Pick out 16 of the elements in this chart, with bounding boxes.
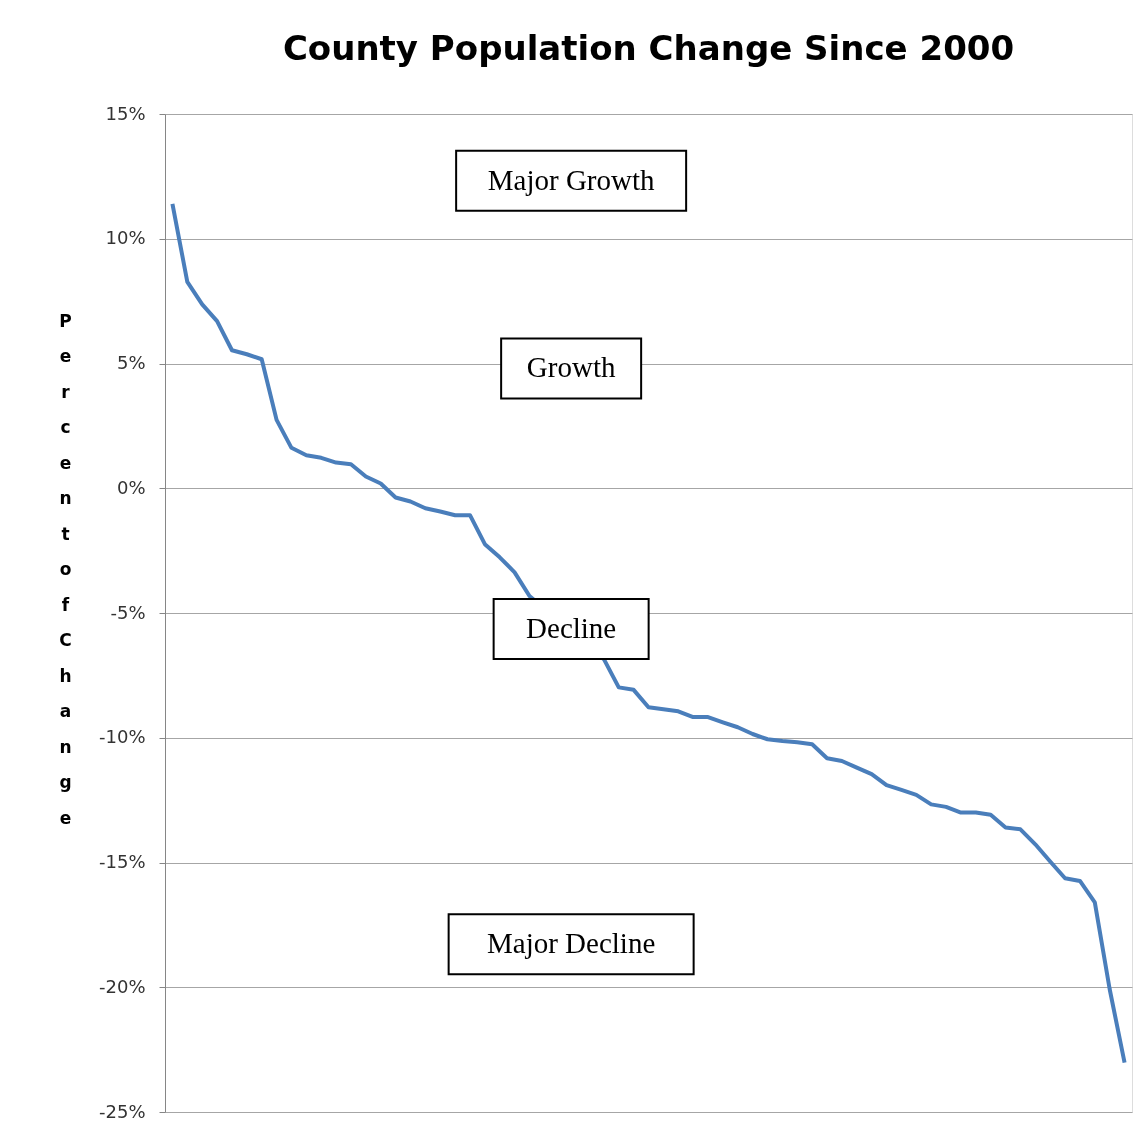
annotation: Major Decline bbox=[486, 927, 656, 960]
text: Percent of Change bbox=[59, 310, 72, 828]
y-tick-label: -25% bbox=[98, 1100, 146, 1122]
annotation: Decline bbox=[526, 611, 617, 644]
annotation: Major Growth bbox=[487, 163, 655, 196]
y-tick-label: 0% bbox=[116, 476, 146, 498]
y-tick-label: -15% bbox=[98, 851, 146, 872]
y-tick-label: 10% bbox=[105, 227, 146, 249]
y-tick-label: 15% bbox=[105, 102, 146, 124]
annotation: Growth bbox=[526, 351, 616, 384]
chart-title: County Population Change Since 2000 bbox=[282, 28, 1015, 68]
y-tick-label: -10% bbox=[98, 726, 146, 748]
y-tick-label: -5% bbox=[110, 601, 146, 623]
y-tick-label: -20% bbox=[98, 975, 146, 997]
y-tick-label: 5% bbox=[116, 352, 146, 373]
line-series bbox=[170, 201, 1127, 1065]
